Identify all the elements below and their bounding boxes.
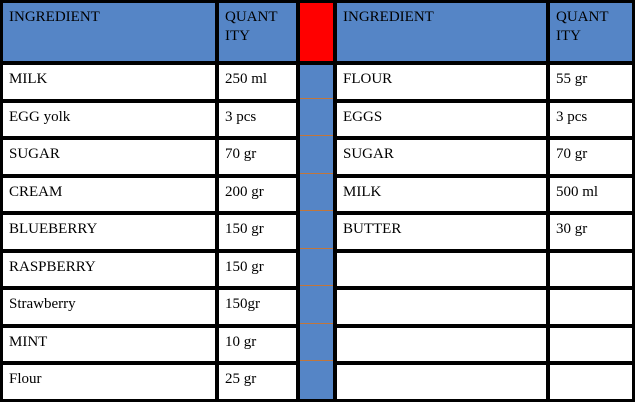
right-ingredient-cell bbox=[337, 290, 546, 324]
right-quantity-cell: 30 gr bbox=[550, 215, 632, 249]
right-ingredient-cell bbox=[337, 365, 546, 399]
right-quantity-cell bbox=[550, 290, 632, 324]
left-ingredient-header: INGREDIENT bbox=[3, 3, 215, 61]
left-ingredient-cell: MILK bbox=[3, 65, 215, 99]
left-ingredient-cell: Strawberry bbox=[3, 290, 215, 324]
right-ingredient-cell: SUGAR bbox=[337, 140, 546, 174]
right-quantity-cell: 3 pcs bbox=[550, 102, 632, 137]
divider-header-red-cell bbox=[300, 3, 333, 61]
right-ingredient-header: INGREDIENT bbox=[337, 3, 546, 61]
left-ingredient-cell: CREAM bbox=[3, 177, 215, 212]
divider-segment bbox=[300, 253, 333, 287]
left-quantity-cell: 25 gr bbox=[219, 365, 296, 399]
left-ingredient-cell: RASPBERRY bbox=[3, 252, 215, 287]
left-ingredient-cell: MINT bbox=[3, 327, 215, 362]
right-ingredient-cell: BUTTER bbox=[337, 215, 546, 249]
left-ingredient-cell: BLUEBERRY bbox=[3, 215, 215, 249]
right-quantity-cell bbox=[550, 365, 632, 399]
divider-segment bbox=[300, 140, 333, 174]
right-quantity-cell bbox=[550, 327, 632, 362]
right-ingredient-cell: FLOUR bbox=[337, 65, 546, 99]
right-quantity-cell bbox=[550, 252, 632, 287]
divider-segment bbox=[300, 215, 333, 249]
divider-blue-column bbox=[300, 65, 333, 399]
left-quantity-cell: 70 gr bbox=[219, 140, 296, 174]
divider-segment bbox=[300, 65, 333, 99]
divider-segment bbox=[300, 365, 333, 399]
left-quantity-cell: 150 gr bbox=[219, 215, 296, 249]
divider-segment bbox=[300, 103, 333, 137]
left-ingredient-cell: SUGAR bbox=[3, 140, 215, 174]
left-quantity-header: QUANTITY bbox=[219, 3, 296, 61]
left-quantity-cell: 3 pcs bbox=[219, 102, 296, 137]
left-ingredient-cell: EGG yolk bbox=[3, 102, 215, 137]
right-ingredient-cell: EGGS bbox=[337, 102, 546, 137]
divider-segment bbox=[300, 178, 333, 212]
right-quantity-header-label: QUANTITY bbox=[556, 9, 609, 44]
right-ingredient-cell bbox=[337, 327, 546, 362]
left-quantity-header-label: QUANTITY bbox=[225, 9, 278, 44]
ingredients-grid: INGREDIENT QUANTITY INGREDIENT QUANTITY … bbox=[3, 3, 632, 399]
right-ingredient-cell: MILK bbox=[337, 177, 546, 212]
left-quantity-cell: 150gr bbox=[219, 290, 296, 324]
right-quantity-header: QUANTITY bbox=[550, 3, 632, 61]
right-quantity-cell: 55 gr bbox=[550, 65, 632, 99]
right-quantity-cell: 500 ml bbox=[550, 177, 632, 212]
divider-segment bbox=[300, 328, 333, 362]
left-quantity-cell: 150 gr bbox=[219, 252, 296, 287]
divider-segment bbox=[300, 290, 333, 324]
right-ingredient-cell bbox=[337, 252, 546, 287]
right-quantity-cell: 70 gr bbox=[550, 140, 632, 174]
left-quantity-cell: 250 ml bbox=[219, 65, 296, 99]
left-quantity-cell: 10 gr bbox=[219, 327, 296, 362]
left-quantity-cell: 200 gr bbox=[219, 177, 296, 212]
left-ingredient-cell: Flour bbox=[3, 365, 215, 399]
